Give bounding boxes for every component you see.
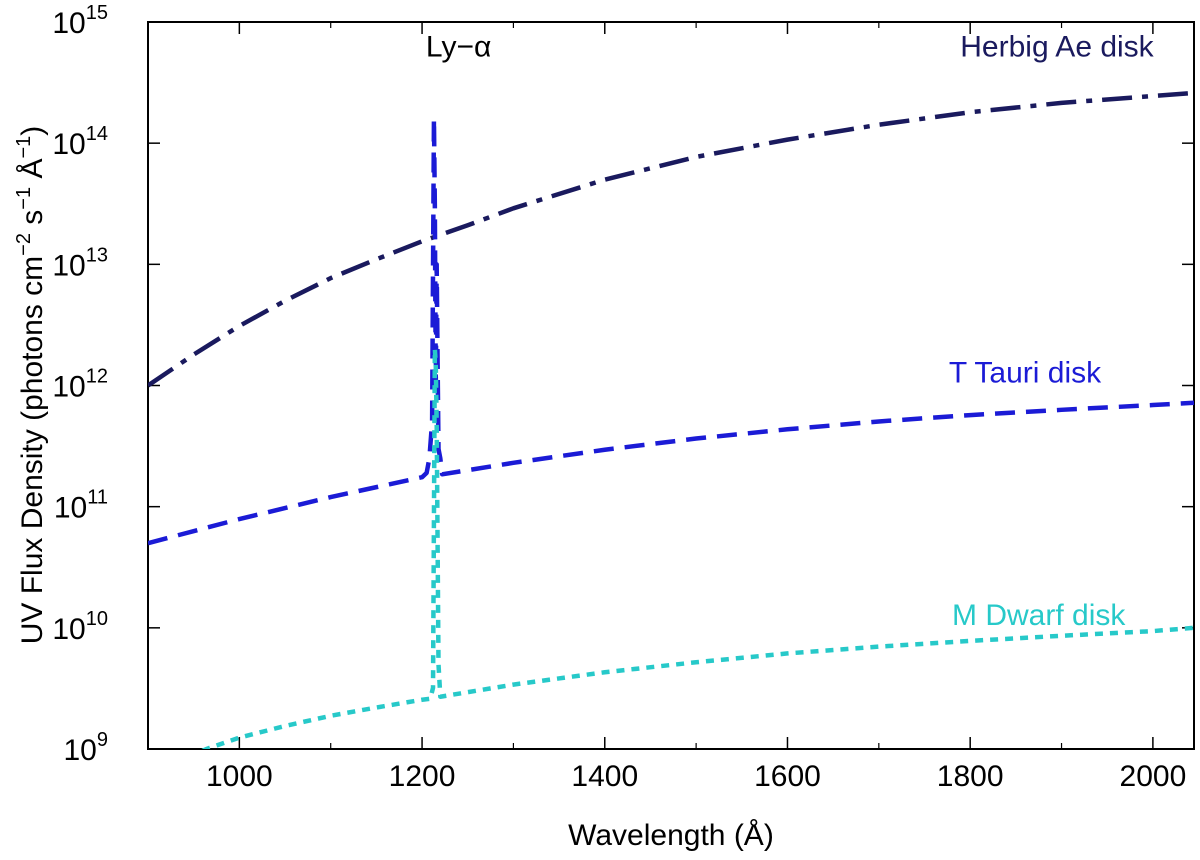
x-tick-label: 1000 — [206, 760, 273, 793]
y-tick-label: 1012 — [52, 366, 108, 404]
series-layer — [148, 90, 1195, 749]
x-tick-label: 1600 — [754, 760, 821, 793]
series-line-t-tauri-disk — [148, 116, 1195, 546]
annotation-layer: Ly−α Herbig Ae disk T Tauri disk M Dwarf di… — [426, 30, 1155, 631]
axis-ticks: 1000 1200 1400 1600 1800 2000 109 1010 1011 1012 1… — [52, 2, 1194, 793]
x-tick-label: 1400 — [571, 760, 638, 793]
annotation-label: T Tauri disk — [949, 356, 1102, 389]
x-axis-title: Wavelength (Å) — [568, 819, 774, 852]
y-tick-label: 1010 — [52, 608, 108, 646]
x-tick-label: 1200 — [389, 760, 456, 793]
y-tick-label: 1014 — [52, 123, 108, 161]
series-line-herbig-ae-disk — [148, 90, 1195, 388]
y-tick-label: 1015 — [52, 2, 108, 40]
y-tick-label: 1013 — [52, 244, 108, 282]
y-tick-label: 109 — [64, 729, 109, 767]
annotation-label: Herbig Ae disk — [960, 30, 1154, 63]
series-line-m-dwarf-disk — [201, 346, 1195, 749]
x-tick-label: 2000 — [1120, 760, 1187, 793]
y-tick-label: 1011 — [54, 487, 108, 525]
annotation-label: M Dwarf disk — [952, 599, 1126, 632]
y-axis-title: UV Flux Density (photons cm−2 s−1 Å−1) — [13, 126, 49, 645]
annotation-label: Ly−α — [426, 30, 491, 63]
x-tick-label: 1800 — [937, 760, 1004, 793]
